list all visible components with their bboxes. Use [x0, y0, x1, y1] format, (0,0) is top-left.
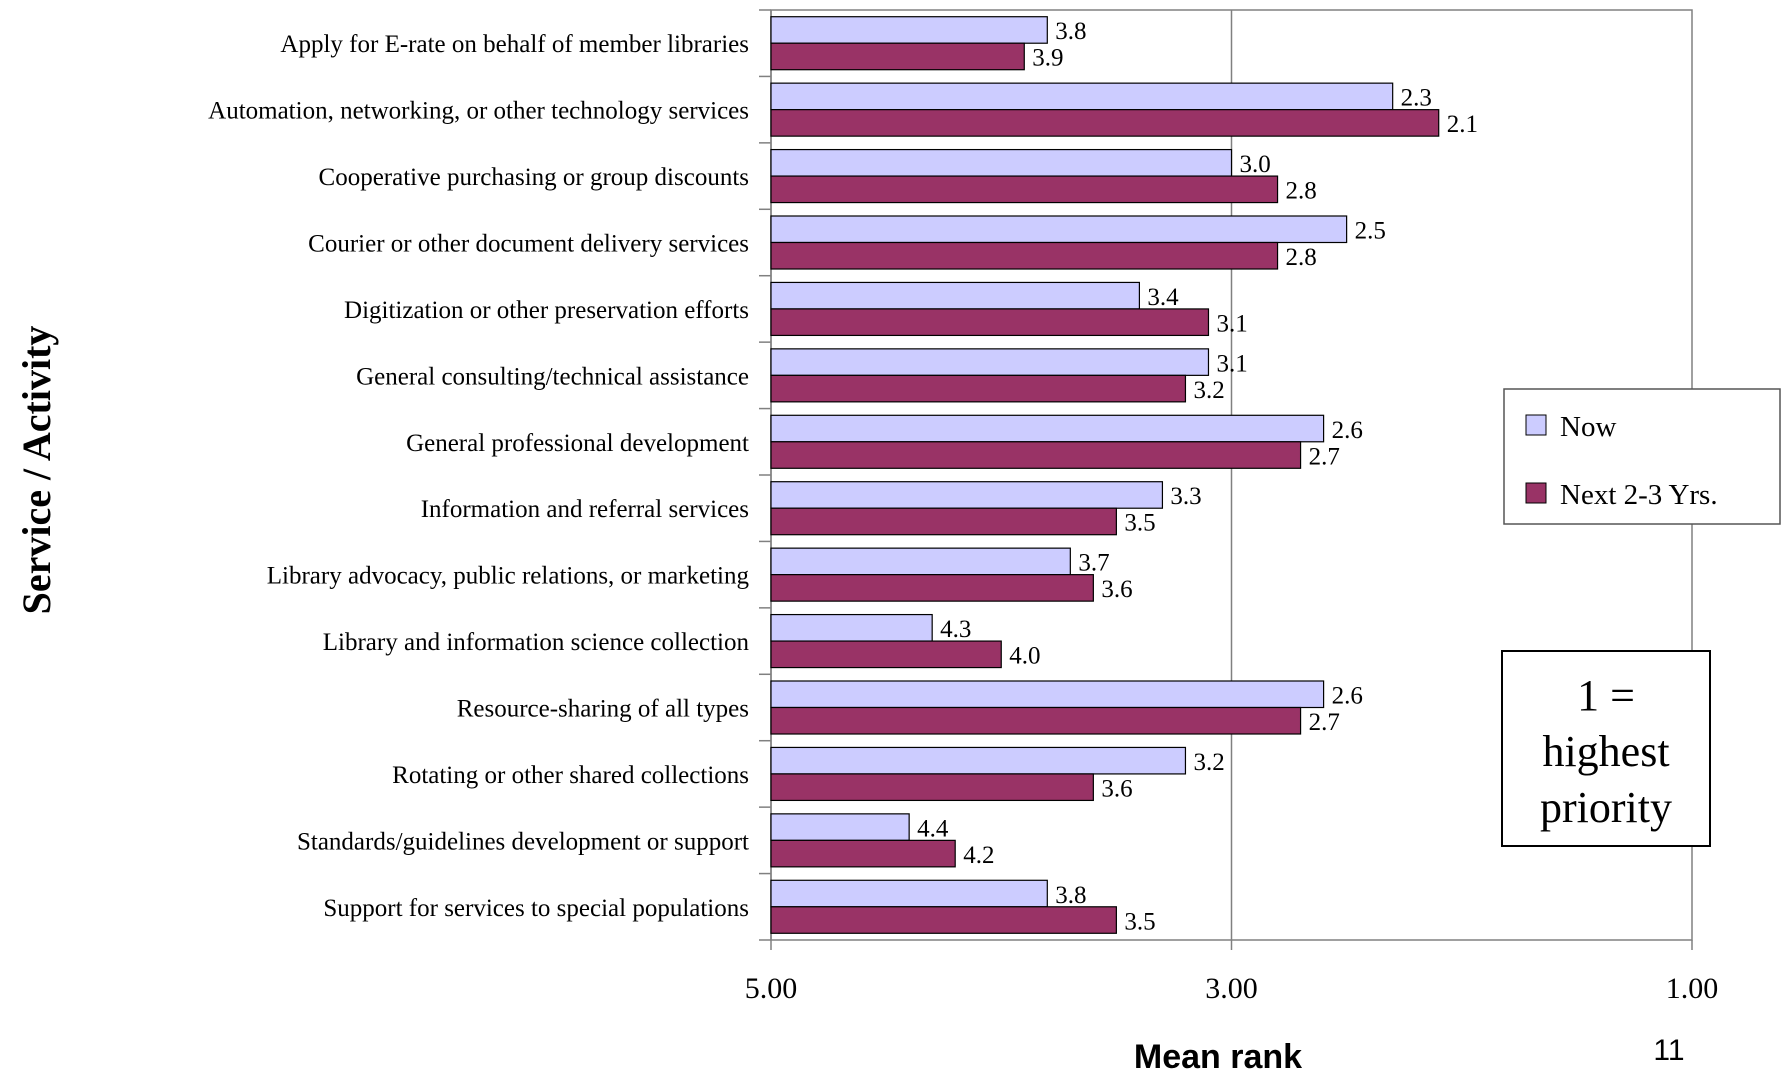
value-label-now: 3.3: [1170, 483, 1201, 510]
value-label-next: 3.6: [1101, 576, 1132, 603]
value-label-now: 4.3: [940, 616, 971, 643]
category-label: General professional development: [406, 430, 749, 457]
x-tick-label: 1.00: [1666, 972, 1719, 1005]
value-label-now: 4.4: [917, 815, 949, 842]
bar-now: [770, 281, 1140, 310]
category-label: Resource-sharing of all types: [457, 696, 749, 723]
value-label-next: 2.1: [1447, 111, 1478, 138]
value-label-now: 3.8: [1055, 882, 1086, 909]
priority-note: 1 = highest priority: [1501, 650, 1711, 847]
value-label-now: 3.0: [1240, 151, 1271, 178]
value-label-next: 4.2: [963, 842, 994, 869]
value-label-now: 2.6: [1332, 417, 1363, 444]
category-label: Courier or other document delivery servi…: [308, 231, 749, 258]
value-labels: 3.83.92.32.13.02.82.52.83.43.13.13.22.62…: [917, 18, 1478, 935]
value-label-now: 2.5: [1355, 218, 1386, 245]
bar-next: [770, 574, 1094, 602]
value-label-now: 3.2: [1193, 749, 1224, 776]
value-label-next: 3.5: [1124, 510, 1155, 537]
x-axis-title: Mean rank: [1134, 1038, 1302, 1071]
value-label-next: 3.5: [1124, 908, 1155, 935]
bar-now: [770, 481, 1164, 509]
bar-next: [770, 839, 956, 868]
category-label: Cooperative purchasing or group discount…: [319, 164, 749, 191]
y-axis-title: Service / Activity: [14, 326, 59, 615]
bar-now: [770, 680, 1325, 709]
category-label: Automation, networking, or other technol…: [208, 98, 749, 125]
bar-next: [770, 241, 1279, 270]
bar-now: [770, 813, 910, 841]
priority-note-line-3: priority: [1540, 783, 1672, 832]
bar-next: [770, 42, 1025, 71]
value-label-next: 3.9: [1032, 45, 1063, 72]
bar-next: [770, 175, 1279, 204]
value-label-next: 2.7: [1309, 443, 1340, 470]
value-label-next: 3.1: [1216, 310, 1247, 337]
value-label-now: 2.6: [1332, 683, 1363, 710]
bar-next: [770, 507, 1117, 536]
value-label-now: 3.4: [1147, 284, 1179, 311]
bar-now: [770, 879, 1048, 908]
bar-now: [770, 16, 1048, 44]
bar-next: [770, 773, 1094, 802]
bar-now: [770, 613, 933, 642]
bars: [770, 16, 1440, 934]
bar-now: [770, 82, 1394, 111]
value-label-next: 2.8: [1286, 244, 1317, 271]
category-label: Information and referral services: [421, 496, 749, 523]
category-label: General consulting/technical assistance: [356, 363, 749, 390]
page-number: 11: [1653, 1034, 1684, 1067]
value-label-next: 3.6: [1101, 775, 1132, 802]
legend-label-now: Now: [1560, 411, 1616, 443]
bar-now: [770, 148, 1233, 177]
value-label-now: 3.7: [1078, 550, 1109, 577]
bar-next: [770, 640, 1002, 669]
bar-next: [770, 374, 1187, 403]
value-label-next: 4.0: [1009, 643, 1040, 670]
legend-swatch-next: [1525, 482, 1547, 504]
bar-now: [770, 414, 1325, 443]
category-label: Library and information science collecti…: [323, 629, 750, 656]
category-label: Support for services to special populati…: [323, 895, 749, 922]
bar-now: [770, 215, 1348, 244]
x-axis-ticks: 5.00 3.00 1.00: [745, 940, 1719, 1005]
legend-box: [1503, 388, 1781, 525]
bar-now: [770, 348, 1210, 376]
priority-note-line-1: 1 =: [1577, 671, 1635, 720]
category-labels: Apply for E-rate on behalf of member lib…: [208, 31, 749, 922]
priority-note-line-2: highest: [1542, 727, 1669, 776]
legend-swatch-now: [1525, 414, 1547, 436]
bar-next: [770, 706, 1302, 735]
legend-label-next: Next 2-3 Yrs.: [1560, 479, 1718, 511]
legend: Now Next 2-3 Yrs.: [1503, 388, 1781, 525]
priority-note-box: [1501, 650, 1711, 847]
category-label: Library advocacy, public relations, or m…: [267, 563, 750, 590]
bar-now: [770, 547, 1071, 576]
bar-next: [770, 906, 1117, 934]
value-label-next: 3.2: [1193, 377, 1224, 404]
category-label: Apply for E-rate on behalf of member lib…: [280, 31, 749, 58]
category-label: Digitization or other preservation effor…: [344, 297, 749, 324]
x-tick-label: 5.00: [745, 972, 798, 1005]
value-label-now: 3.1: [1216, 350, 1247, 377]
category-axis: [759, 9, 772, 941]
category-label: Standards/guidelines development or supp…: [297, 828, 749, 855]
bar-next: [770, 109, 1440, 137]
category-label: Rotating or other shared collections: [392, 762, 749, 789]
value-label-now: 3.8: [1055, 18, 1086, 45]
value-label-now: 2.3: [1401, 85, 1432, 112]
value-label-next: 2.8: [1286, 178, 1317, 205]
x-tick-label: 3.00: [1205, 972, 1258, 1005]
bar-next: [770, 308, 1210, 337]
value-label-next: 2.7: [1309, 709, 1340, 736]
bar-now: [770, 746, 1187, 775]
bar-next: [770, 441, 1302, 469]
